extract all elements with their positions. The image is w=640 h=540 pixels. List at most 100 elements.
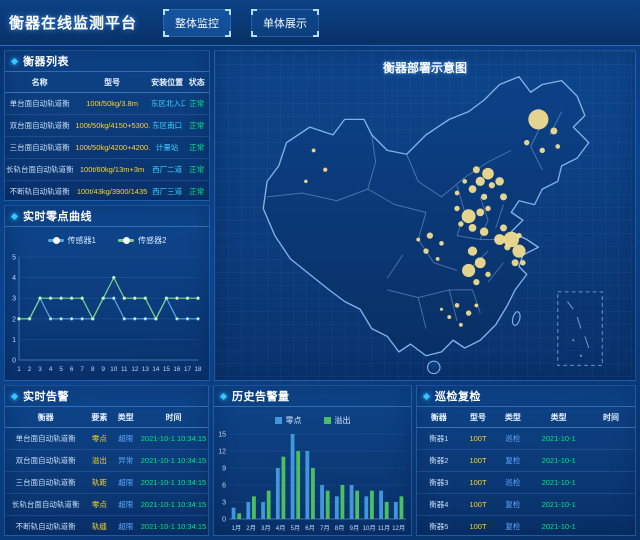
deployment-bubble[interactable] (462, 263, 476, 278)
deployment-bubble[interactable] (476, 208, 485, 217)
deployment-bubble[interactable] (458, 322, 463, 327)
bar-zero[interactable] (379, 490, 383, 519)
tab-overall-monitor[interactable]: 整体监控 (163, 8, 232, 37)
table-row[interactable]: 长轨台面自动轨道衡 100t/60kg/13m+3m 西厂二道 正常 (5, 158, 209, 181)
data-point[interactable] (27, 317, 32, 321)
deployment-bubble[interactable] (323, 167, 328, 172)
data-point[interactable] (175, 296, 179, 300)
data-point[interactable] (90, 317, 95, 321)
deployment-bubble[interactable] (475, 176, 485, 187)
table-row[interactable]: 不断轨自动轨道衡 轨缝 超限 2021-10-1 10:34:15 (5, 515, 208, 537)
deployment-bubble[interactable] (454, 190, 460, 196)
deployment-bubble[interactable] (488, 182, 495, 189)
bar-zero[interactable] (320, 485, 324, 519)
deployment-bubble[interactable] (472, 166, 480, 174)
deployment-bubble[interactable] (479, 227, 489, 237)
deployment-bubble[interactable] (311, 148, 316, 153)
bar-zero[interactable] (275, 468, 280, 519)
deployment-bubble[interactable] (550, 127, 558, 135)
data-point[interactable] (112, 296, 116, 300)
deployment-bubble[interactable] (454, 205, 460, 212)
deployment-bubble[interactable] (468, 185, 477, 193)
data-point[interactable] (80, 296, 84, 300)
data-point[interactable] (143, 296, 148, 300)
legend-item[interactable]: 零点 (274, 415, 302, 426)
bar-overflow[interactable] (266, 490, 271, 519)
data-point[interactable] (69, 317, 74, 321)
table-row[interactable]: 不断轨自动轨道衡 100t/43kg/3900/1435 西厂三道 正常 (5, 180, 209, 202)
deployment-bubble[interactable] (485, 205, 491, 212)
bar-overflow[interactable] (296, 451, 301, 519)
deployment-bubble[interactable] (528, 109, 549, 130)
data-point[interactable] (143, 317, 148, 321)
deployment-bubble[interactable] (447, 315, 452, 319)
legend-item[interactable]: 溢出 (323, 415, 351, 426)
table-row[interactable]: 三台面自动轨道衡 100t/50kg/4200+4200... 计量站 正常 (5, 136, 209, 159)
bar-overflow[interactable] (370, 490, 374, 519)
bar-overflow[interactable] (311, 468, 315, 519)
deployment-bubble[interactable] (462, 179, 468, 184)
bar-overflow[interactable] (281, 456, 286, 519)
deployment-bubble[interactable] (439, 241, 444, 246)
bar-overflow[interactable] (252, 496, 256, 519)
bar-zero[interactable] (246, 502, 251, 519)
deployment-bubble[interactable] (474, 257, 486, 269)
data-point[interactable] (59, 296, 63, 300)
deployment-bubble[interactable] (458, 221, 464, 227)
bar-zero[interactable] (334, 496, 339, 519)
deployment-bubble[interactable] (416, 237, 421, 242)
table-row[interactable]: 衡器3 100T 巡检 2021-10-1 (417, 471, 635, 494)
bar-zero[interactable] (349, 485, 354, 519)
table-row[interactable]: 双台面自动轨道衡 100t/50kg/4150+5300... 东区南口 正常 (5, 114, 209, 137)
deployment-bubble[interactable] (423, 248, 429, 254)
bar-zero[interactable] (364, 496, 369, 519)
deployment-bubble[interactable] (435, 256, 440, 261)
deployment-bubble[interactable] (481, 193, 488, 200)
bar-overflow[interactable] (237, 513, 242, 519)
data-point[interactable] (48, 296, 53, 300)
bar-zero[interactable] (261, 502, 265, 519)
table-row[interactable]: 衡器5 100T 复检 2021-10-1 (417, 515, 635, 537)
bar-zero[interactable] (393, 502, 398, 519)
deployment-bubble[interactable] (426, 232, 433, 239)
deployment-bubble[interactable] (524, 139, 530, 146)
bar-overflow[interactable] (384, 502, 389, 519)
table-row[interactable]: 衡器4 100T 复检 2021-10-1 (417, 493, 635, 516)
deployment-bubble[interactable] (461, 209, 476, 224)
data-point[interactable] (80, 317, 84, 321)
deployment-bubble[interactable] (503, 231, 520, 248)
bar-zero[interactable] (290, 434, 295, 519)
data-point[interactable] (101, 296, 105, 300)
data-point[interactable] (196, 296, 200, 300)
bar-zero[interactable] (231, 507, 236, 519)
bar-overflow[interactable] (355, 490, 360, 519)
data-point[interactable] (38, 296, 42, 300)
data-point[interactable] (175, 317, 179, 321)
data-point[interactable] (164, 296, 169, 300)
deployment-bubble[interactable] (511, 259, 519, 267)
bar-overflow[interactable] (399, 496, 404, 519)
data-point[interactable] (196, 317, 200, 321)
data-point[interactable] (122, 296, 127, 300)
deployment-bubble[interactable] (512, 244, 526, 258)
table-row[interactable]: 双台面自动轨道衡 溢出 异常 2021-10-1 10:34:15 (5, 449, 208, 472)
deployment-bubble[interactable] (500, 193, 507, 201)
deployment-bubble[interactable] (504, 244, 511, 251)
bar-overflow[interactable] (340, 485, 345, 519)
table-row[interactable]: 三台面自动轨道衡 轨距 超限 2021-10-1 10:34:15 (5, 471, 208, 494)
deployment-bubble[interactable] (555, 144, 561, 149)
deployment-bubble[interactable] (473, 279, 480, 286)
deployment-bubble[interactable] (485, 271, 491, 278)
table-row[interactable]: 单台面自动轨道衡 零点 超限 2021-10-1 10:34:15 (5, 428, 208, 450)
deployment-bubble[interactable] (494, 234, 506, 245)
data-point[interactable] (112, 275, 116, 280)
data-point[interactable] (185, 296, 190, 300)
deployment-bubble[interactable] (495, 177, 504, 186)
legend-item[interactable]: 传感器1 (47, 235, 96, 246)
data-point[interactable] (154, 317, 158, 321)
deployment-bubble[interactable] (500, 224, 507, 232)
data-point[interactable] (69, 296, 74, 300)
data-point[interactable] (133, 296, 137, 300)
deployment-bubble[interactable] (516, 232, 522, 239)
deployment-bubble[interactable] (539, 147, 545, 154)
